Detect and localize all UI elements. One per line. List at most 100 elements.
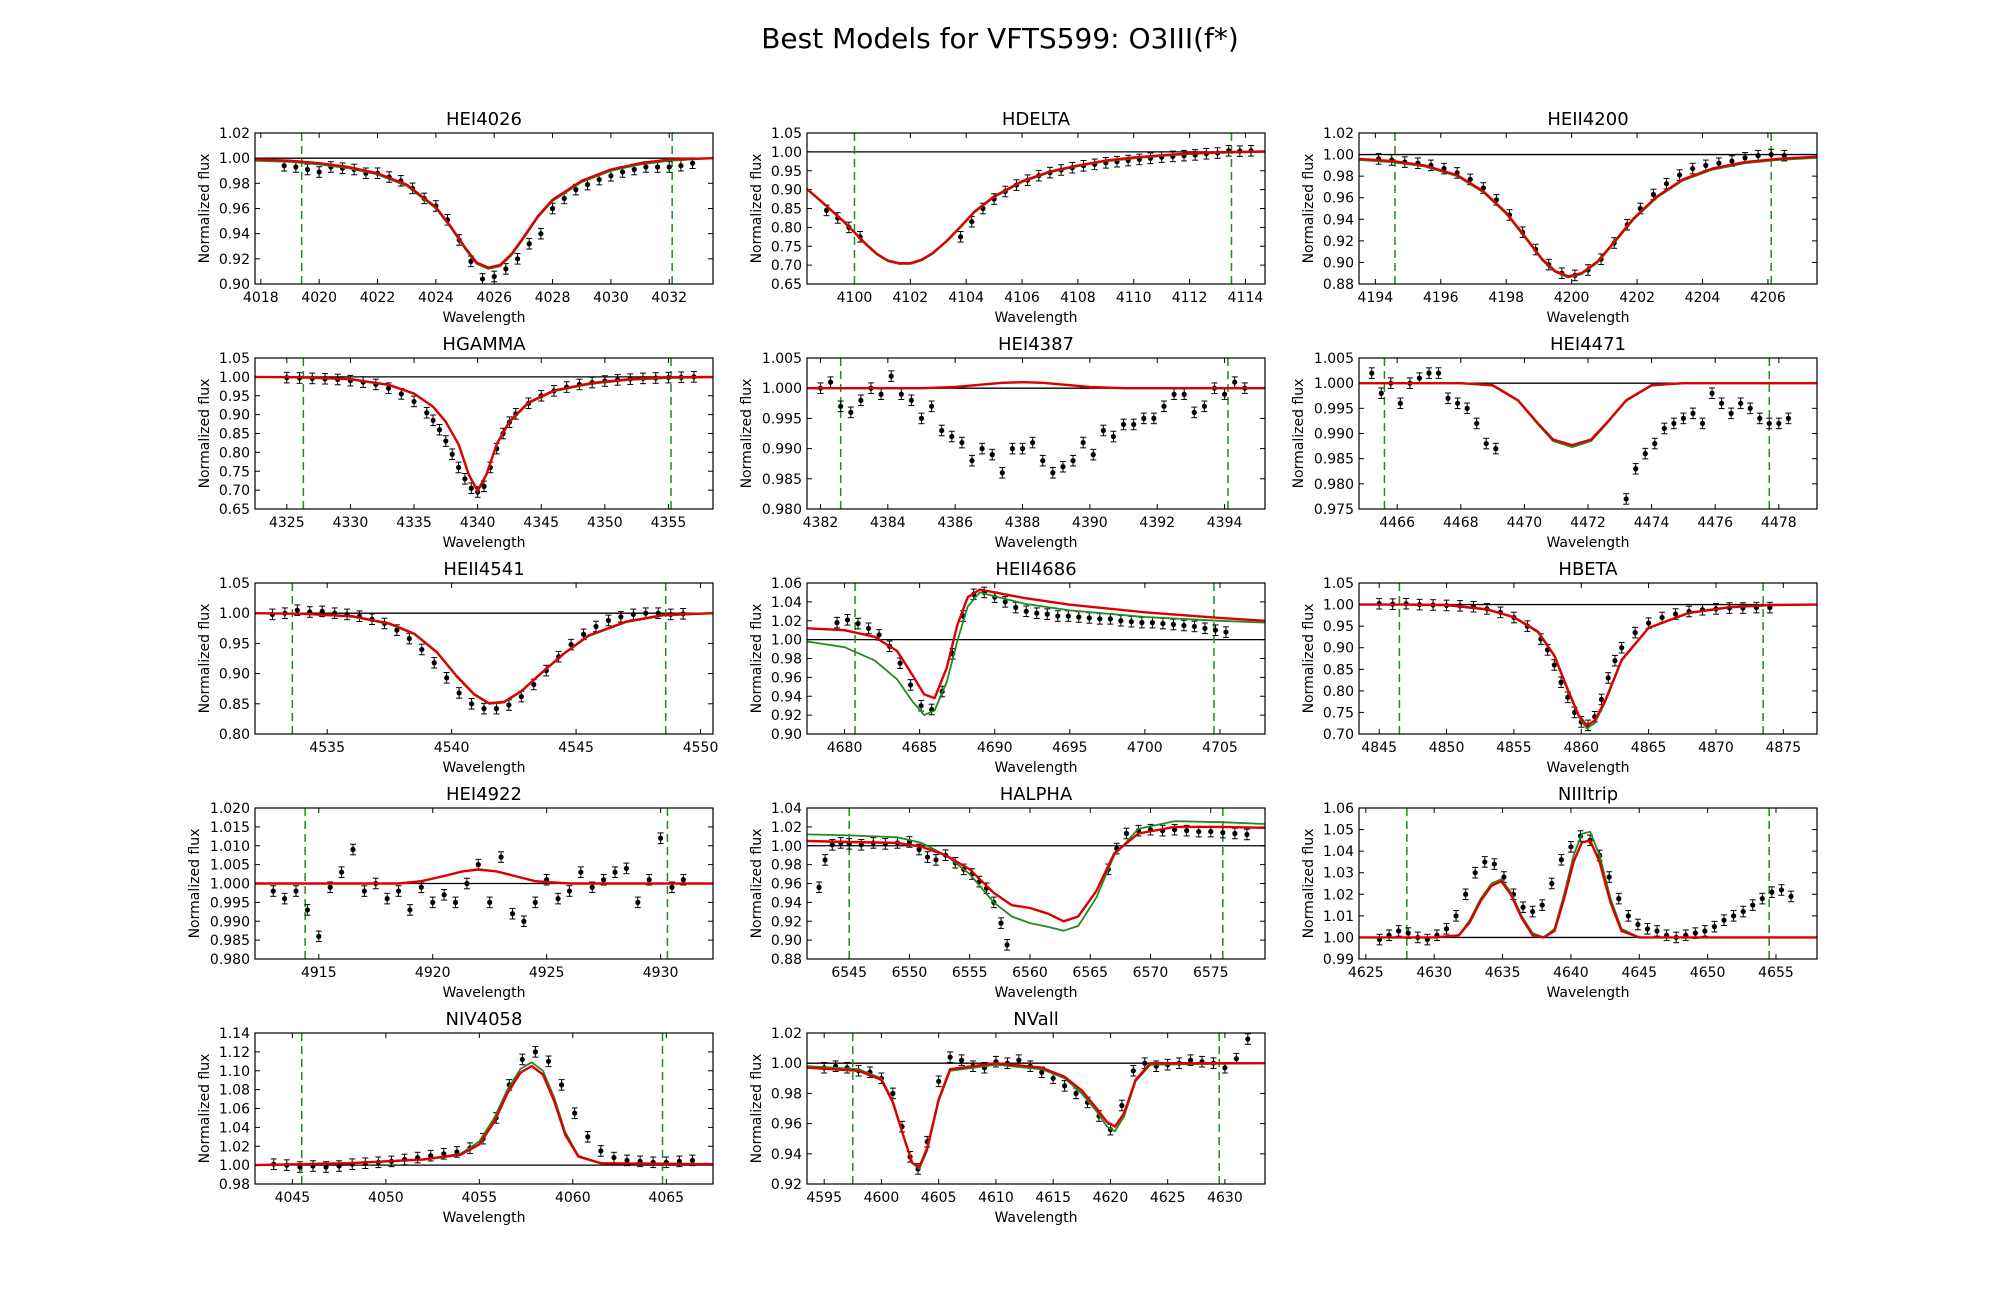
y-tick-label: 0.94 <box>771 1147 802 1163</box>
x-tick-label: 4206 <box>1750 290 1786 306</box>
plot-area <box>807 583 1265 734</box>
data-point <box>1635 921 1641 928</box>
x-tick-label: 4106 <box>1004 290 1040 306</box>
x-tick-label: 4390 <box>1072 515 1108 531</box>
y-tick-label: 0.90 <box>771 933 802 949</box>
data-point <box>1170 621 1176 628</box>
data-point <box>1652 440 1658 447</box>
data-point <box>1606 874 1612 880</box>
data-point <box>631 166 637 173</box>
data-point <box>1781 153 1787 159</box>
data-point <box>385 385 392 391</box>
data-point <box>1699 420 1706 427</box>
data-point <box>1646 620 1652 626</box>
data-point <box>589 884 595 890</box>
data-point <box>1139 620 1145 626</box>
y-tick-label: 1.08 <box>219 1083 250 1099</box>
data-point <box>1453 913 1459 919</box>
y-tick-label: 0.990 <box>1314 427 1354 443</box>
x-tick-label: 4620 <box>1093 1190 1129 1206</box>
y-tick-label: 0.65 <box>219 502 250 518</box>
panel-niv4058: NIV4058 4045 4050 4055 4060 4065 0.98 1.00 1.02 1… <box>197 1009 714 1226</box>
y-tick-label: 0.95 <box>219 389 250 405</box>
x-axis-label: Wavelength <box>442 760 525 776</box>
y-axis-label: Normalized flux <box>749 604 765 714</box>
y-tick-label: 1.02 <box>219 1139 250 1155</box>
model-curve-green <box>1359 830 1817 939</box>
plot-area <box>1359 133 1817 284</box>
y-tick-label: 1.02 <box>771 1026 802 1042</box>
x-tick-label: 4690 <box>977 740 1013 756</box>
plot-area <box>807 358 1265 509</box>
x-tick-label: 4065 <box>648 1190 684 1206</box>
data-point <box>475 862 481 868</box>
data-point <box>689 160 696 166</box>
data-point <box>1702 928 1708 934</box>
y-axis-label: Normalized flux <box>197 604 213 714</box>
data-point <box>1530 908 1536 915</box>
model-curve-green <box>1359 156 1817 279</box>
y-tick-label: 1.05 <box>219 351 250 367</box>
data-point <box>1044 611 1050 617</box>
x-tick-label: 4640 <box>1553 965 1589 981</box>
x-tick-label: 4645 <box>1621 965 1657 981</box>
y-tick-label: 1.00 <box>219 370 250 386</box>
data-point <box>538 231 544 237</box>
data-point <box>908 682 914 688</box>
data-point <box>1467 176 1473 182</box>
data-point <box>1747 405 1753 411</box>
data-point <box>598 1148 604 1154</box>
data-point <box>443 438 449 444</box>
data-point <box>979 446 985 452</box>
data-point <box>876 632 882 638</box>
y-tick-label: 1.00 <box>771 633 802 649</box>
axes-frame <box>254 357 714 510</box>
y-tick-label: 1.02 <box>219 126 250 142</box>
y-tick-label: 0.90 <box>219 277 250 293</box>
data-point <box>336 1163 342 1169</box>
data-point <box>282 896 288 902</box>
page-title: Best Models for VFTS599: O3III(f*) <box>761 22 1239 55</box>
x-axis-label: Wavelength <box>994 1210 1077 1226</box>
x-tick-label: 4028 <box>535 290 571 306</box>
data-point <box>1443 926 1450 932</box>
data-point <box>1208 828 1214 835</box>
axes-frame <box>1358 807 1818 960</box>
y-tick-label: 0.98 <box>771 858 802 874</box>
data-point <box>449 451 455 457</box>
y-tick-label: 0.95 <box>771 164 802 180</box>
axes-frame <box>1358 132 1818 285</box>
model-curve-red <box>807 1062 1265 1169</box>
y-tick-label: 0.985 <box>762 472 802 488</box>
panel-heii4541: HEII4541 4535 4540 4545 4550 0.80 0.85 0.90 0.95… <box>197 559 718 776</box>
data-point <box>933 857 939 863</box>
y-tick-label: 0.94 <box>1323 212 1354 228</box>
data-point <box>1778 887 1785 893</box>
model-curve-red <box>255 375 713 493</box>
x-tick-label: 4392 <box>1139 515 1175 531</box>
data-point <box>532 1049 539 1055</box>
data-point <box>1245 1036 1251 1042</box>
data-point <box>1482 859 1488 865</box>
data-point <box>1076 614 1082 620</box>
data-point <box>1623 496 1629 502</box>
data-point <box>338 869 345 875</box>
data-point <box>1221 391 1228 397</box>
x-tick-label: 4108 <box>1060 290 1096 306</box>
y-tick-label: 1.02 <box>1323 887 1354 903</box>
data-point <box>1196 828 1202 835</box>
data-point <box>1677 172 1683 178</box>
x-tick-label: 4382 <box>803 515 839 531</box>
y-axis-label: Normalized flux <box>749 1054 765 1164</box>
data-point <box>1454 400 1461 406</box>
x-tick-label: 4860 <box>1563 740 1599 756</box>
data-point <box>676 1158 682 1164</box>
y-tick-label: 1.05 <box>1323 576 1354 592</box>
y-tick-label: 0.94 <box>771 895 802 911</box>
model-curve-green <box>255 376 713 493</box>
data-point <box>509 911 516 917</box>
y-tick-label: 1.00 <box>1323 930 1354 946</box>
data-point <box>1633 466 1639 472</box>
data-point <box>827 379 834 385</box>
data-point <box>532 899 538 905</box>
